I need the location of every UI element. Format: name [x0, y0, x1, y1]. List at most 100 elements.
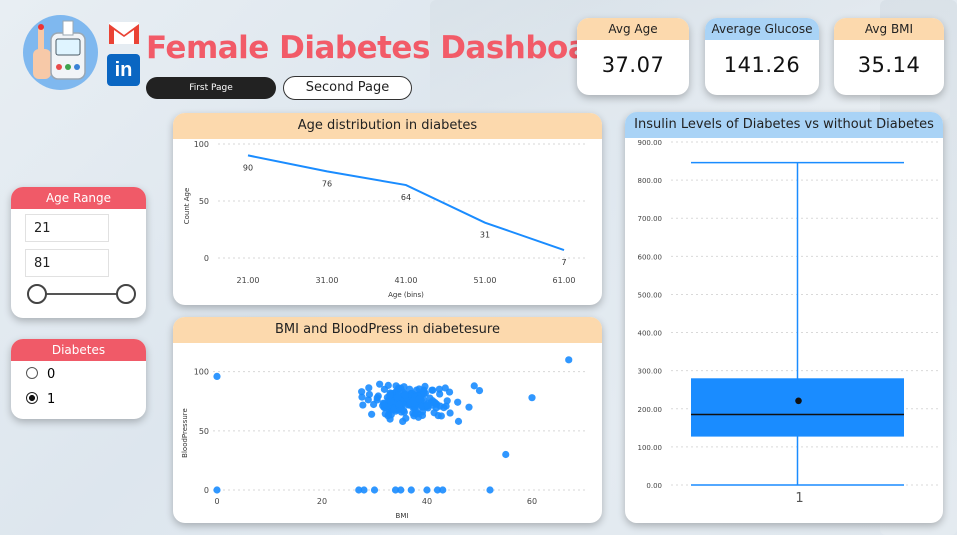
scatter-point — [213, 372, 221, 380]
scatter-point — [407, 486, 415, 494]
diabetes-option-0[interactable]: 0 — [26, 366, 55, 384]
gmail-icon[interactable] — [107, 18, 141, 46]
data-label: 76 — [322, 179, 332, 188]
scatter-point — [401, 391, 409, 399]
scatter-point — [373, 394, 381, 402]
scatter-point — [417, 403, 425, 411]
age-slider-min-handle[interactable] — [27, 284, 47, 304]
insulin-boxplot-card: Insulin Levels of Diabetes vs without Di… — [625, 112, 943, 523]
y-tick-label: 50 — [199, 427, 209, 436]
bmi-bloodpress-card: BMI and BloodPress in diabetesure 0 50 100… — [173, 317, 602, 523]
x-category-label: 1 — [795, 491, 803, 506]
data-label: 64 — [401, 193, 411, 202]
kpi-value: 141.26 — [723, 53, 801, 77]
y-axis-label: BloodPressure — [181, 408, 189, 458]
scatter-point — [364, 396, 372, 404]
y-tick-label: 400.00 — [638, 330, 663, 338]
scatter-point — [433, 486, 442, 494]
y-tick-label: 600.00 — [638, 253, 663, 261]
scatter-point — [386, 391, 394, 399]
x-tick-label: 20 — [317, 497, 327, 506]
y-tick-label: 900.00 — [638, 139, 663, 147]
x-tick-label: 31.00 — [316, 276, 339, 285]
scatter-point — [420, 390, 428, 398]
scatter-point — [423, 401, 432, 409]
second-page-button[interactable]: Second Page — [283, 76, 412, 100]
scatter-point — [486, 486, 494, 494]
age-max-input[interactable]: 81 — [25, 249, 109, 277]
kpi-avg-bmi: Avg BMI 35.14 — [834, 18, 944, 95]
dashboard-title: Female Diabetes Dashboard — [146, 30, 625, 66]
y-tick-label: 50 — [199, 197, 209, 206]
y-tick-label: 500.00 — [638, 291, 663, 299]
diabetes-slicer: Diabetes 0 1 — [11, 339, 146, 419]
scatter-point — [439, 486, 447, 494]
scatter-point — [370, 400, 378, 409]
scatter-point — [391, 486, 400, 494]
scatter-point — [415, 395, 423, 403]
diabetes-title: Diabetes — [11, 339, 146, 361]
kpi-value: 35.14 — [857, 53, 921, 77]
x-tick-label: 60 — [527, 497, 537, 506]
x-tick-label: 41.00 — [395, 276, 418, 285]
scatter-point — [399, 417, 407, 426]
chart-title: BMI and BloodPress in diabetesure — [173, 317, 602, 343]
scatter-point — [470, 382, 478, 390]
linkedin-icon[interactable]: in — [107, 54, 140, 86]
chart-title: Insulin Levels of Diabetes vs without Di… — [625, 112, 943, 138]
y-tick-label: 200.00 — [638, 406, 663, 414]
age-min-input[interactable]: 21 — [25, 214, 109, 242]
y-tick-label: 0 — [204, 254, 209, 263]
option-label: 1 — [47, 392, 56, 407]
scatter-point — [397, 486, 405, 494]
y-tick-label: 100 — [194, 368, 209, 377]
scatter-point — [368, 410, 376, 418]
scatter-point — [475, 387, 484, 395]
age-range-title: Age Range — [11, 187, 146, 209]
scatter-point — [395, 400, 403, 408]
x-axis-label: BMI — [396, 512, 409, 520]
option-label: 0 — [47, 367, 56, 382]
insulin-box-chart[interactable]: 0.00 100.00 200.00 300.00 400.00 500.00 600.00… — [625, 138, 943, 523]
scatter-point — [365, 384, 373, 392]
scatter-point — [360, 486, 368, 494]
age-line-chart[interactable]: 0 50 100 21.00 31.00 41.00 51.00 61.00 90 76 64 31 7… — [173, 139, 602, 305]
kpi-value: 37.07 — [601, 53, 665, 77]
scatter-point — [454, 417, 463, 425]
scatter-point — [380, 385, 389, 393]
age-slider-max-handle[interactable] — [116, 284, 136, 304]
scatter-point — [394, 386, 402, 394]
scatter-point — [430, 409, 438, 417]
diabetes-option-1[interactable]: 1 — [26, 391, 55, 409]
scatter-point — [411, 410, 419, 418]
scatter-point — [387, 398, 395, 406]
x-tick-label: 40 — [422, 497, 432, 506]
scatter-point — [365, 390, 374, 399]
bmi-scatter-chart[interactable]: 0 50 100 0 20 40 60 BMI BloodPressure — [173, 343, 602, 523]
x-tick-label: 61.00 — [553, 276, 576, 285]
x-tick-label: 0 — [214, 497, 219, 506]
y-tick-label: 100.00 — [638, 444, 663, 452]
kpi-avg-age: Avg Age 37.07 — [577, 18, 689, 95]
age-distribution-card: Age distribution in diabetes 0 50 100 21.00… — [173, 113, 602, 305]
scatter-point — [565, 356, 573, 364]
scatter-point — [355, 486, 363, 494]
scatter-point — [465, 403, 473, 411]
y-tick-label: 0.00 — [646, 482, 662, 490]
y-tick-label: 0 — [204, 486, 209, 495]
kpi-average-glucose: Average Glucose 141.26 — [705, 18, 819, 95]
y-tick-label: 100 — [194, 140, 209, 149]
kpi-label: Average Glucose — [705, 18, 819, 40]
scatter-point — [376, 380, 384, 388]
age-slider-track[interactable] — [36, 293, 126, 295]
scatter-point — [358, 388, 366, 396]
scatter-point — [358, 393, 366, 401]
age-range-slicer: Age Range 21 81 — [11, 187, 146, 318]
scatter-point — [429, 386, 437, 394]
chart-title: Age distribution in diabetes — [173, 113, 602, 139]
kpi-label: Avg Age — [577, 18, 689, 40]
mean-marker — [795, 397, 802, 405]
scatter-point — [502, 450, 510, 459]
first-page-button[interactable]: First Page — [146, 77, 276, 99]
scatter-point — [436, 390, 444, 398]
